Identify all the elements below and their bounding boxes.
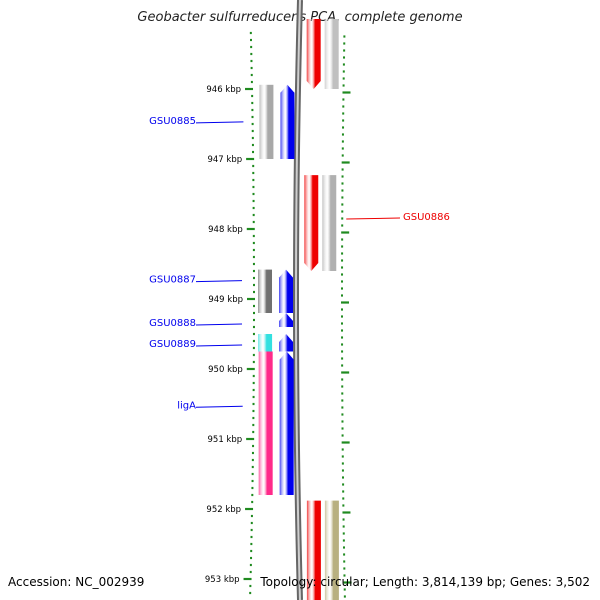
gene-label[interactable]: GSU0888 <box>149 318 196 329</box>
gene-label[interactable]: GSU0889 <box>149 339 196 350</box>
tick-label: 949 kbp <box>208 295 243 305</box>
gene-arrow[interactable] <box>279 334 294 352</box>
cog-box <box>259 84 274 159</box>
label-leader <box>195 323 243 326</box>
gene-arrow[interactable] <box>304 175 319 271</box>
gene-label[interactable]: GSU0885 <box>149 116 196 127</box>
accession-text: Accession: NC_002939 <box>8 575 145 589</box>
gene-label[interactable]: GSU0886 <box>403 212 450 223</box>
gene-label[interactable]: ligA <box>177 400 196 411</box>
topology-text: Topology: circular; Length: 3,814,139 bp… <box>260 575 590 589</box>
cog-box <box>324 500 339 600</box>
gene-features <box>258 19 339 600</box>
tick-label: 948 kbp <box>208 225 243 235</box>
tick-label: 951 kbp <box>208 435 243 445</box>
label-leader <box>195 344 243 347</box>
label-leader <box>195 121 244 124</box>
cog-box <box>258 269 273 313</box>
gene-labels: GSU0885 GSU0886 GSU0887 GSU0888 GSU0889 ligA <box>149 116 450 411</box>
tick-label: 952 kbp <box>206 505 241 515</box>
scale-ticks: 946 kbp 947 kbp 948 kbp 949 kbp 950 kbp 951 k… <box>205 31 352 598</box>
gene-arrow[interactable] <box>279 269 294 313</box>
gene-arrow[interactable] <box>306 500 321 600</box>
tick-label: 950 kbp <box>208 365 243 375</box>
tick-label: 946 kbp <box>206 85 241 95</box>
gene-arrow[interactable] <box>306 19 321 89</box>
gene-label[interactable]: GSU0887 <box>149 275 196 286</box>
cog-box <box>324 19 339 89</box>
cog-box <box>258 334 273 352</box>
cog-box <box>322 175 337 271</box>
label-leader <box>346 217 401 220</box>
backbone-highlight <box>294 0 301 600</box>
tick-label: 947 kbp <box>207 155 242 165</box>
label-leader <box>195 280 243 283</box>
genome-backbone <box>292 0 303 600</box>
cog-box <box>258 351 273 495</box>
gene-arrow[interactable] <box>279 313 294 327</box>
tick-label: 953 kbp <box>205 575 240 585</box>
label-leader <box>195 405 243 408</box>
gene-arrow[interactable] <box>280 84 295 159</box>
gene-arrow[interactable] <box>279 351 294 496</box>
